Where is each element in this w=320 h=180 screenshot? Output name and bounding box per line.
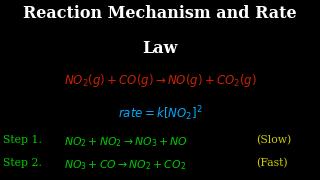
- Text: (Fast): (Fast): [256, 158, 288, 169]
- Text: $NO_3 + CO \rightarrow NO_2 + CO_2$: $NO_3 + CO \rightarrow NO_2 + CO_2$: [64, 158, 186, 172]
- Text: Step 2.: Step 2.: [3, 158, 42, 168]
- Text: $NO_2(g) + CO(g) \rightarrow NO(g) + CO_2(g)$: $NO_2(g) + CO(g) \rightarrow NO(g) + CO_…: [64, 72, 256, 89]
- Text: $rate = k[NO_2]^2$: $rate = k[NO_2]^2$: [118, 104, 202, 123]
- Text: Reaction Mechanism and Rate: Reaction Mechanism and Rate: [23, 5, 297, 22]
- Text: (Slow): (Slow): [256, 135, 291, 145]
- Text: Step 1.: Step 1.: [3, 135, 42, 145]
- Text: Law: Law: [142, 40, 178, 57]
- Text: $NO_2 + NO_2 \rightarrow NO_3 + NO$: $NO_2 + NO_2 \rightarrow NO_3 + NO$: [64, 135, 188, 149]
